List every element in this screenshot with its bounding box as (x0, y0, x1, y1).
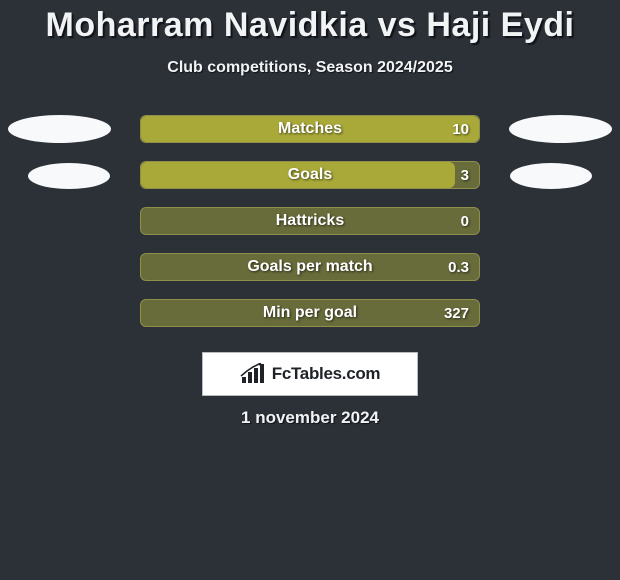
decoration-ellipse (8, 115, 111, 143)
bar-chart-icon (240, 363, 266, 385)
date-text: 1 november 2024 (0, 408, 620, 428)
stat-label: Hattricks (141, 208, 479, 234)
stat-value: 327 (444, 300, 469, 326)
stat-row: Matches 10 (140, 115, 480, 143)
brand-text: FcTables.com (272, 364, 381, 384)
stat-row: Min per goal 327 (140, 299, 480, 327)
stat-bar-fill (141, 162, 455, 188)
stat-bars: Matches 10 Goals 3 Hattricks 0 Goals per… (140, 115, 480, 345)
stat-label: Min per goal (141, 300, 479, 326)
stat-row: Goals 3 (140, 161, 480, 189)
brand-logo: FcTables.com (202, 352, 418, 396)
decoration-ellipse (28, 163, 110, 189)
stat-row: Hattricks 0 (140, 207, 480, 235)
comparison-infographic: Moharram Navidkia vs Haji Eydi Club comp… (0, 0, 620, 580)
stat-bar-fill (141, 116, 479, 142)
stat-value: 0.3 (448, 254, 469, 280)
page-title: Moharram Navidkia vs Haji Eydi (0, 0, 620, 45)
stat-label: Goals per match (141, 254, 479, 280)
bar-chart-icon-svg (241, 363, 264, 383)
stats-area: Matches 10 Goals 3 Hattricks 0 Goals per… (0, 115, 620, 345)
decoration-ellipse (510, 163, 592, 189)
stat-value: 3 (461, 162, 469, 188)
subtitle: Club competitions, Season 2024/2025 (0, 59, 620, 77)
decoration-ellipse (509, 115, 612, 143)
stat-value: 0 (461, 208, 469, 234)
stat-row: Goals per match 0.3 (140, 253, 480, 281)
